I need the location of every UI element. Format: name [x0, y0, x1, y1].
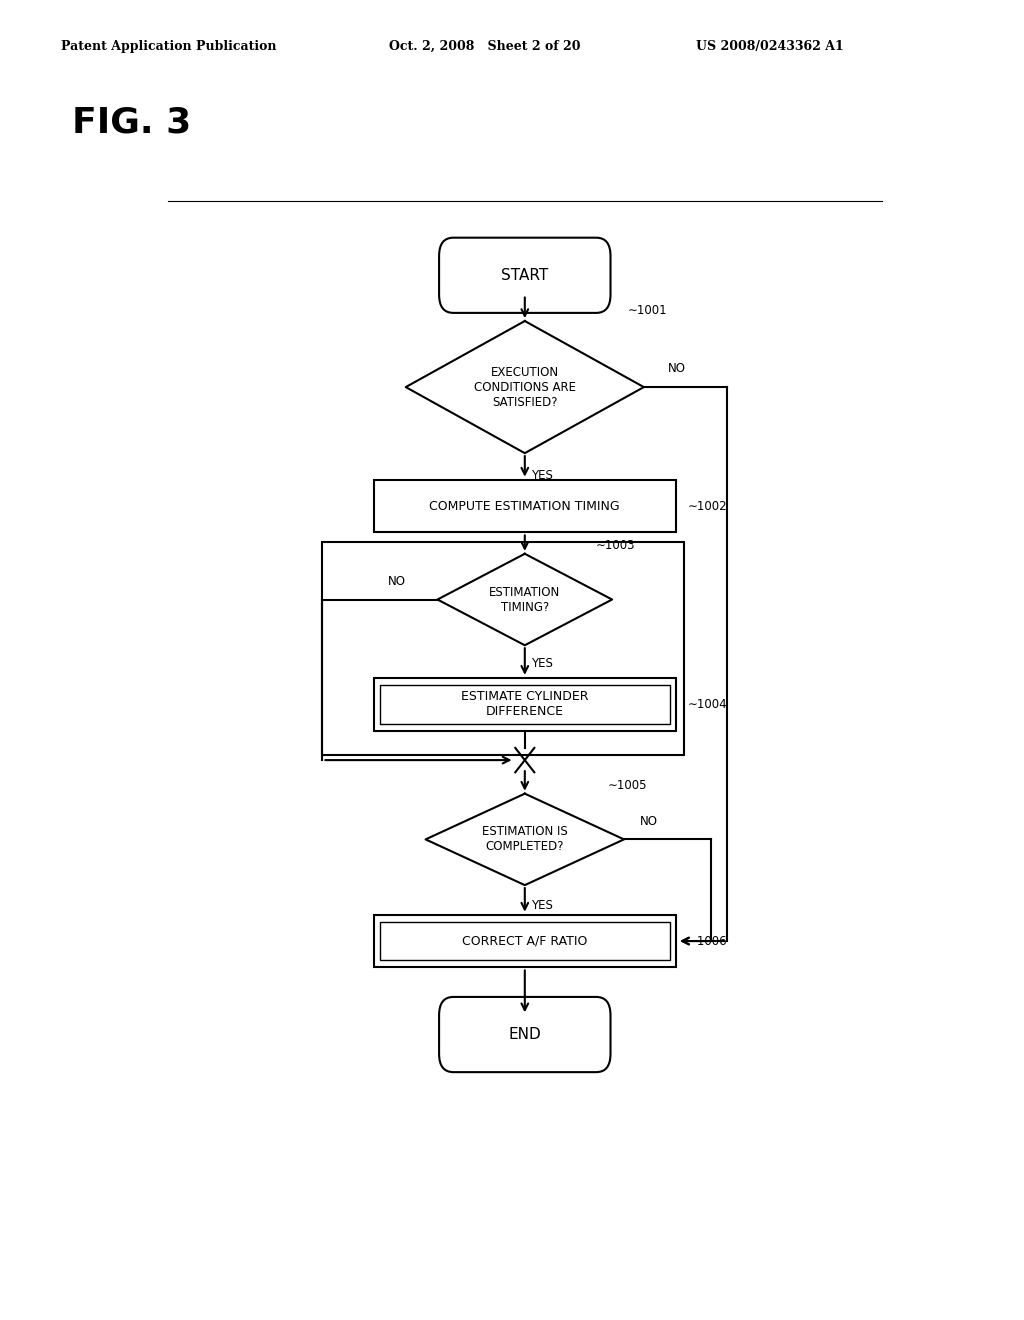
Text: ∼1005: ∼1005 [608, 779, 647, 792]
FancyBboxPatch shape [439, 238, 610, 313]
Text: YES: YES [531, 469, 553, 482]
Text: Patent Application Publication: Patent Application Publication [61, 40, 276, 53]
Text: FIG. 3: FIG. 3 [72, 106, 190, 140]
Text: YES: YES [531, 899, 553, 912]
Text: ∼1003: ∼1003 [596, 539, 636, 552]
Text: START: START [501, 268, 549, 282]
Text: ∼1001: ∼1001 [628, 305, 668, 317]
Text: COMPUTE ESTIMATION TIMING: COMPUTE ESTIMATION TIMING [429, 499, 621, 512]
Bar [380, 921, 670, 961]
FancyBboxPatch shape [439, 997, 610, 1072]
Text: ∼1006: ∼1006 [687, 935, 727, 948]
Text: ∼1004: ∼1004 [687, 698, 727, 710]
Polygon shape [426, 793, 624, 886]
Text: Oct. 2, 2008   Sheet 2 of 20: Oct. 2, 2008 Sheet 2 of 20 [389, 40, 581, 53]
Text: ESTIMATE CYLINDER
DIFFERENCE: ESTIMATE CYLINDER DIFFERENCE [461, 690, 589, 718]
Bar [380, 685, 670, 723]
Text: NO: NO [640, 814, 657, 828]
Text: NO: NO [388, 574, 406, 587]
Text: ESTIMATION
TIMING?: ESTIMATION TIMING? [489, 586, 560, 614]
Polygon shape [437, 554, 612, 645]
Polygon shape [406, 321, 644, 453]
Bar [374, 915, 676, 968]
Text: US 2008/0243362 A1: US 2008/0243362 A1 [696, 40, 844, 53]
Text: ESTIMATION IS
COMPLETED?: ESTIMATION IS COMPLETED? [482, 825, 567, 854]
Bar [323, 541, 684, 755]
Text: CORRECT A/F RATIO: CORRECT A/F RATIO [462, 935, 588, 948]
Text: END: END [509, 1027, 541, 1041]
Bar [374, 677, 676, 731]
Text: NO: NO [668, 362, 686, 375]
Bar [374, 479, 676, 532]
Text: YES: YES [531, 657, 553, 671]
Text: ∼1002: ∼1002 [687, 499, 727, 512]
Text: EXECUTION
CONDITIONS ARE
SATISFIED?: EXECUTION CONDITIONS ARE SATISFIED? [474, 366, 575, 409]
